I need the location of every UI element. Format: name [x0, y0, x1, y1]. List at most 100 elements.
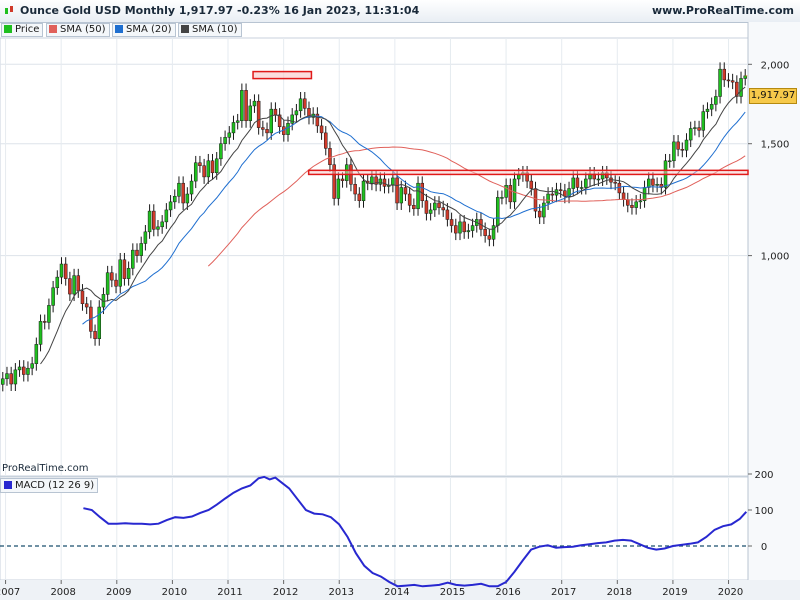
candle-body [491, 225, 496, 240]
candle-body [454, 225, 458, 234]
candle-body [193, 162, 198, 182]
candle-body [286, 123, 290, 135]
candles [1, 62, 747, 392]
candle-body [189, 180, 194, 195]
candle-body [252, 100, 257, 107]
macd-y-tick-label: 200 [754, 470, 773, 481]
candle-body [17, 366, 22, 371]
candle-body [730, 80, 735, 83]
candle-body [277, 114, 282, 128]
macd-panel [0, 476, 749, 581]
sma10-swatch [181, 25, 189, 33]
candle-body [462, 221, 466, 233]
candle-body [143, 231, 148, 244]
x-tick-label: 2020 [718, 587, 743, 598]
candle-body [672, 141, 676, 162]
candle-body [739, 78, 743, 97]
x-tick-label: 2011 [217, 587, 242, 598]
candle-body [495, 197, 500, 226]
candle-body [529, 180, 534, 189]
candle-body [126, 268, 131, 279]
x-tick-label: 2007 [0, 587, 20, 598]
macd-legend[interactable]: MACD (12 26 9) [0, 478, 99, 493]
candle-body [516, 174, 521, 180]
y-axis-bar [748, 22, 800, 580]
candle-body [701, 111, 706, 131]
candle-body [458, 221, 462, 234]
site-link[interactable]: www.ProRealTime.com [651, 4, 794, 17]
legend-item-sma50[interactable]: SMA (50) [46, 23, 110, 37]
candle-body [185, 193, 190, 204]
candle-body [676, 141, 680, 150]
candle-body [160, 221, 164, 228]
candle-body [470, 225, 475, 231]
candle-body [416, 182, 420, 210]
candle-body [210, 160, 215, 174]
candle-body [441, 207, 445, 211]
candles-icon [5, 6, 13, 14]
candle-body [26, 367, 30, 375]
candle-body [407, 193, 412, 206]
candle-body [428, 209, 433, 214]
candle-body [168, 201, 173, 211]
candle-body [298, 98, 303, 112]
candle-body [546, 193, 550, 204]
candle-body [512, 178, 517, 203]
candle-body [13, 369, 18, 385]
candle-body [357, 193, 362, 201]
candle-body [303, 98, 307, 109]
candle-body [630, 205, 634, 208]
candle-body [558, 189, 563, 191]
candle-body [626, 199, 630, 206]
candle-body [550, 193, 555, 196]
candle-body [244, 90, 248, 122]
x-tick-label: 2018 [607, 587, 632, 598]
candle-body [722, 68, 726, 81]
x-axis-bar [0, 580, 800, 600]
candle-body [579, 187, 584, 189]
candle-body [370, 176, 374, 184]
candle-body [30, 363, 34, 369]
last-price-label: 1,917.97 [749, 88, 797, 104]
candle-body [261, 127, 265, 130]
x-tick-label: 2019 [662, 587, 687, 598]
candle-body [684, 139, 689, 151]
candle-body [445, 209, 450, 220]
candle-body [537, 210, 542, 218]
candle-body [118, 259, 122, 287]
resistance-box [252, 70, 313, 80]
sma10-line [40, 86, 746, 365]
legend-item-sma10[interactable]: SMA (10) [178, 23, 242, 37]
candle-body [726, 79, 731, 82]
candle-body [42, 321, 47, 323]
candle-body [466, 230, 471, 233]
candle-body [336, 178, 341, 199]
candle-body [72, 275, 76, 295]
x-tick-label: 2013 [329, 587, 354, 598]
candle-body [500, 197, 504, 199]
candle-body [231, 122, 236, 134]
candle-body [147, 210, 152, 233]
candle-body [638, 200, 643, 203]
resistance-band [307, 169, 749, 176]
candle-body [156, 226, 160, 230]
legend-item-price[interactable]: Price [1, 23, 44, 37]
sma20-line [82, 111, 746, 325]
candle-body [214, 158, 219, 174]
candle-body [508, 185, 513, 203]
x-tick-label: 2008 [50, 587, 75, 598]
legend-item-sma20[interactable]: SMA (20) [112, 23, 176, 37]
candle-body [315, 113, 320, 127]
candle-body [248, 105, 253, 122]
chart-header: Ounce Gold USD Monthly 1,917.97 -0.23% 1… [0, 0, 800, 23]
candle-body [332, 164, 336, 199]
candle-body [139, 243, 143, 256]
candle-body [68, 278, 72, 295]
candle-body [399, 187, 404, 204]
candle-body [655, 184, 659, 186]
candle-body [613, 181, 617, 184]
candle-body [256, 100, 261, 128]
watermark: ProRealTime.com [2, 463, 89, 474]
candle-body [235, 120, 240, 123]
